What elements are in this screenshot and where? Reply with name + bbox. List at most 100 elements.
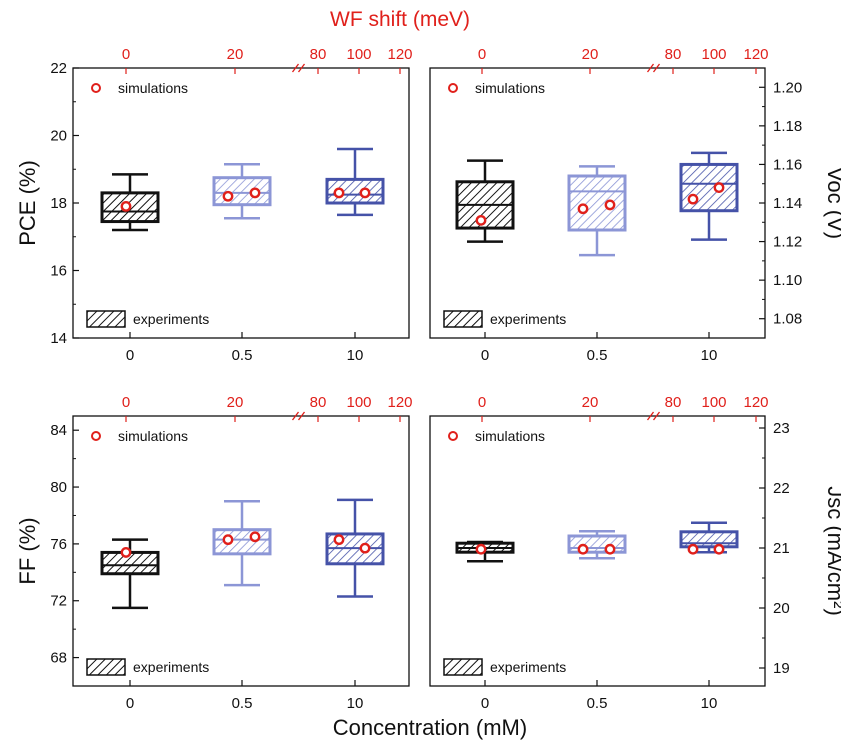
- top-tick-label: 120: [743, 46, 768, 63]
- box-jsc-0.5: [567, 529, 627, 560]
- simulation-point: [249, 187, 261, 199]
- y-tick-label: 1.18: [773, 118, 802, 135]
- top-axis-title: WF shift (meV): [330, 8, 470, 31]
- legend-simulations-label: simulations: [475, 428, 545, 444]
- simulation-point: [120, 200, 132, 212]
- top-tick-label: 120: [743, 394, 768, 411]
- top-tick-label: 120: [387, 46, 412, 63]
- simulation-point: [687, 193, 699, 205]
- y-tick-label: 1.12: [773, 234, 802, 251]
- legend-simulation-marker: [91, 431, 101, 441]
- box-iqr: [100, 191, 160, 224]
- simulation-point: [604, 543, 616, 555]
- x-tick-label: 0.5: [587, 347, 608, 364]
- panel-voc: 1.08 1.10 1.12 1.14 1.16 1.18 1.20 Voc (V) 0 0.5 1…: [429, 46, 841, 364]
- simulation-point: [687, 543, 699, 555]
- axis-break-mark: [652, 411, 661, 421]
- x-tick-label: 10: [347, 347, 364, 364]
- simulation-point: [713, 543, 725, 555]
- x-tick-label: 0: [481, 695, 489, 712]
- legend-simulations-label: simulations: [475, 80, 545, 96]
- x-tick-label: 10: [347, 695, 364, 712]
- top-tick-label: 120: [387, 394, 412, 411]
- plot-frame: [72, 415, 410, 687]
- simulation-point: [577, 203, 589, 215]
- x-tick-label: 0: [126, 695, 134, 712]
- y-tick-label: 18: [50, 195, 67, 212]
- y-tick-label: 16: [50, 263, 67, 280]
- top-tick-label: 20: [582, 394, 599, 411]
- legend-simulations-label: simulations: [118, 428, 188, 444]
- x-tick-label: 10: [701, 347, 718, 364]
- simulation-point: [475, 214, 487, 226]
- axis-break-mark: [652, 63, 661, 73]
- top-tick-label: 80: [665, 46, 682, 63]
- top-tick-label: 100: [701, 394, 726, 411]
- y-tick-label: 20: [773, 600, 790, 617]
- simulation-point: [359, 187, 371, 199]
- y-tick-label: 20: [50, 128, 67, 145]
- y-tick-label: 19: [773, 660, 790, 677]
- y-tick-label: 1.20: [773, 79, 802, 96]
- simulation-point: [222, 534, 234, 546]
- axis-break-mark: [297, 63, 306, 73]
- box-iqr: [212, 528, 272, 556]
- x-tick-label: 0.5: [232, 695, 253, 712]
- top-tick-label: 80: [310, 394, 327, 411]
- simulation-point: [222, 190, 234, 202]
- y-tick-label: 76: [50, 536, 67, 553]
- legend-experiments-label: experiments: [490, 659, 566, 675]
- axis-break-mark: [297, 411, 306, 421]
- legend-experiment-swatch: [443, 310, 483, 328]
- legend-experiment-swatch: [86, 310, 126, 328]
- simulation-point: [333, 534, 345, 546]
- y-tick-label: 1.08: [773, 311, 802, 328]
- box-pce-10: [325, 147, 385, 217]
- simulation-point: [333, 187, 345, 199]
- simulation-point: [359, 542, 371, 554]
- y-tick-label: 1.10: [773, 272, 802, 289]
- top-tick-label: 20: [582, 46, 599, 63]
- top-tick-label: 100: [346, 46, 371, 63]
- top-tick-label: 100: [346, 394, 371, 411]
- simulation-point: [249, 531, 261, 543]
- box-iqr: [212, 176, 272, 207]
- top-tick-label: 0: [122, 46, 130, 63]
- y-tick-label: 22: [773, 480, 790, 497]
- legend-simulation-marker: [91, 83, 101, 93]
- box-pce-0: [100, 173, 160, 232]
- x-tick-label: 0.5: [232, 347, 253, 364]
- x-tick-label: 10: [701, 695, 718, 712]
- y-tick-label: 80: [50, 479, 67, 496]
- legend-experiment-swatch: [86, 658, 126, 676]
- top-tick-label: 0: [478, 46, 486, 63]
- y-axis-label: Voc (V): [823, 167, 841, 239]
- top-tick-label: 100: [701, 46, 726, 63]
- box-ff-0: [100, 538, 160, 610]
- box-iqr: [679, 530, 739, 549]
- simulation-point: [713, 182, 725, 193]
- y-axis-label: PCE (%): [15, 160, 40, 246]
- x-tick-label: 0: [126, 347, 134, 364]
- legend-experiments-label: experiments: [490, 311, 566, 327]
- top-tick-label: 20: [227, 394, 244, 411]
- top-tick-label: 80: [310, 46, 327, 63]
- box-voc-0.5: [567, 165, 627, 257]
- y-tick-label: 72: [50, 593, 67, 610]
- y-tick-label: 14: [50, 330, 67, 347]
- simulation-point: [475, 543, 487, 555]
- axis-break-mark: [291, 63, 300, 73]
- box-pce-0.5: [212, 162, 272, 220]
- y-tick-label: 1.14: [773, 195, 802, 212]
- box-ff-10: [325, 498, 385, 598]
- y-tick-label: 1.16: [773, 156, 802, 173]
- legend-simulation-marker: [448, 83, 458, 93]
- axis-break-mark: [646, 63, 655, 73]
- legend-experiment-swatch: [443, 658, 483, 676]
- x-tick-label: 0: [481, 347, 489, 364]
- y-tick-label: 84: [50, 422, 67, 439]
